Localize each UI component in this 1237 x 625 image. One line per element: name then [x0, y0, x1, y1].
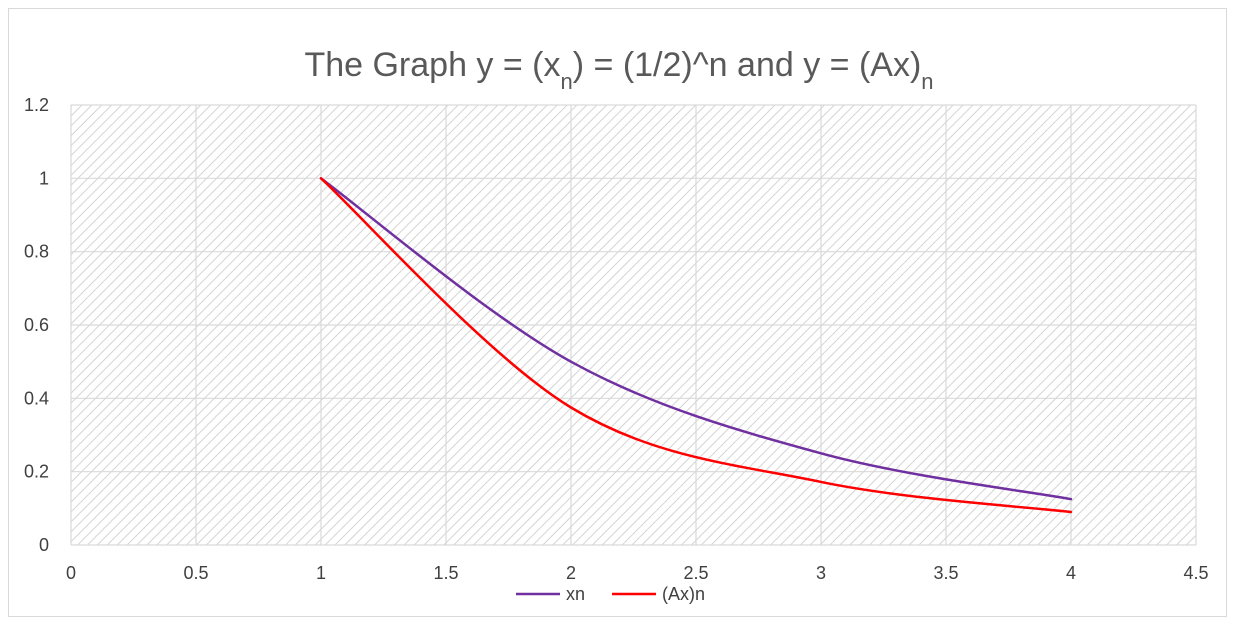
y-tick-label: 0.6	[24, 315, 49, 335]
x-axis-ticks: 0 0.5 1 1.5 2 2.5 3 3.5 4 4.5	[66, 563, 1209, 583]
x-tick-label: 1	[316, 563, 326, 583]
x-tick-label: 0.5	[183, 563, 208, 583]
legend: xn (Ax)n	[516, 584, 705, 604]
x-tick-label: 2.5	[683, 563, 708, 583]
x-tick-label: 2	[566, 563, 576, 583]
y-tick-label: 1	[39, 168, 49, 188]
y-tick-label: 0.4	[24, 388, 49, 408]
series-line-xn	[319, 177, 1073, 501]
y-axis-ticks: 0 0.2 0.4 0.6 0.8 1 1.2	[24, 95, 49, 555]
chart-title: The Graph y = (xn) = (1/2)^n and y = (Ax…	[304, 46, 933, 94]
x-tick-label: 4	[1066, 563, 1076, 583]
y-tick-label: 0.8	[24, 242, 49, 262]
y-tick-label: 0.2	[24, 462, 49, 482]
legend-label-xn: xn	[566, 584, 585, 604]
series-lines	[319, 177, 1073, 514]
x-tick-label: 3	[816, 563, 826, 583]
y-tick-label: 0	[39, 535, 49, 555]
x-tick-label: 0	[66, 563, 76, 583]
chart-area: The Graph y = (xn) = (1/2)^n and y = (Ax…	[8, 8, 1227, 617]
gridlines	[70, 104, 1197, 546]
x-tick-label: 1.5	[433, 563, 458, 583]
legend-label-axn: (Ax)n	[662, 584, 705, 604]
y-tick-label: 1.2	[24, 95, 49, 115]
x-tick-label: 4.5	[1183, 563, 1208, 583]
x-tick-label: 3.5	[933, 563, 958, 583]
line-chart: The Graph y = (xn) = (1/2)^n and y = (Ax…	[24, 46, 1209, 604]
series-line-axn	[319, 177, 1073, 514]
